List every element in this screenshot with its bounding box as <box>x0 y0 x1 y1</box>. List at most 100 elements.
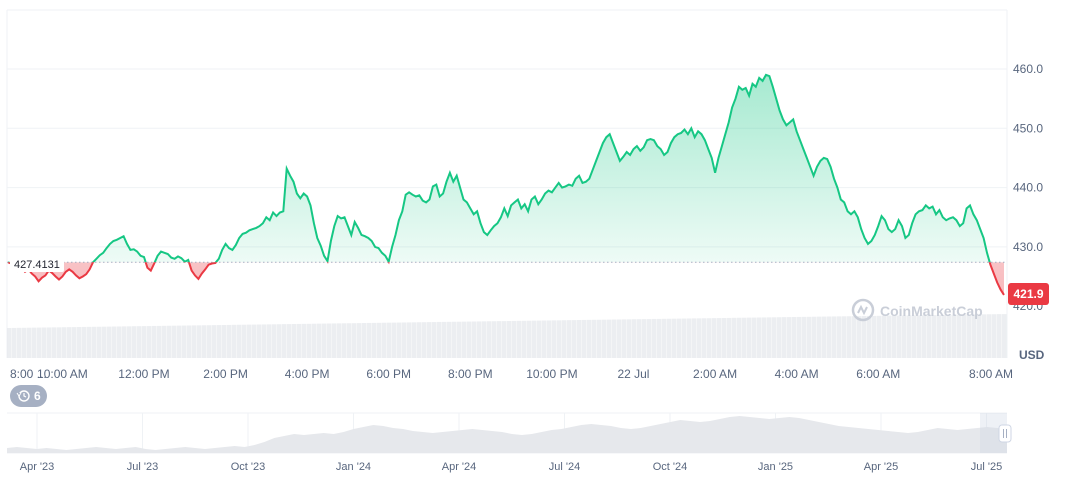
volume-bar <box>392 322 397 358</box>
volume-bar <box>727 317 732 358</box>
volume-bar <box>917 315 922 358</box>
volume-bar <box>547 320 552 358</box>
volume-bar <box>42 327 47 358</box>
volume-bar <box>582 319 587 358</box>
volume-bar <box>182 325 187 358</box>
x-tick-label: 8:00 AM <box>969 367 1013 381</box>
volume-bar <box>657 318 662 358</box>
volume-bar <box>897 315 902 358</box>
volume-bar <box>387 322 392 358</box>
volume-bar <box>687 318 692 358</box>
volume-bar <box>157 325 162 358</box>
volume-bar <box>707 318 712 358</box>
navigator-tick-label: Oct '24 <box>653 461 688 473</box>
volume-bar <box>962 314 967 358</box>
x-tick-label: 4:00 AM <box>775 367 819 381</box>
x-tick-label: 22 Jul <box>617 367 649 381</box>
volume-bar <box>577 320 582 358</box>
volume-bar <box>927 315 932 358</box>
volume-bar <box>102 326 107 358</box>
volume-bar <box>267 324 272 358</box>
volume-bar <box>457 321 462 358</box>
volume-bar <box>332 323 337 358</box>
navigator[interactable]: Apr '23 Jul '23 Oct '23 Jan '24 Apr '24 Jul '… <box>7 412 1012 473</box>
volume-bar <box>697 318 702 358</box>
volume-bar <box>237 324 242 358</box>
volume-bar <box>242 324 247 358</box>
volume-bar <box>202 325 207 358</box>
volume-bar <box>167 325 172 358</box>
volume-bar <box>832 316 837 358</box>
volume-bar <box>37 327 42 358</box>
volume-bar <box>382 322 387 358</box>
volume-bar <box>207 325 212 358</box>
volume-bar <box>552 320 557 358</box>
x-tick-label: 8:00 ... <box>10 367 47 381</box>
volume-bar <box>272 324 277 358</box>
history-badge[interactable]: 6 <box>10 385 47 407</box>
volume-bar <box>562 320 567 358</box>
volume-bar <box>77 327 82 358</box>
volume-bar <box>27 327 32 358</box>
volume-bar <box>807 316 812 358</box>
volume-bar <box>537 320 542 358</box>
volume-bar <box>607 319 612 358</box>
volume-bar <box>797 316 802 358</box>
area-above-baseline <box>8 74 1004 263</box>
volume-bar <box>602 319 607 358</box>
volume-bar <box>722 317 727 358</box>
navigator-handle[interactable] <box>998 424 1012 443</box>
volume-bar <box>802 316 807 358</box>
volume-bar <box>147 326 152 358</box>
volume-bar <box>497 321 502 358</box>
volume-bar <box>817 316 822 358</box>
volume-bar <box>217 325 222 358</box>
volume-bar <box>947 314 952 358</box>
volume-bar <box>492 321 497 358</box>
volume-bar <box>872 315 877 358</box>
volume-bar <box>312 323 317 358</box>
volume-bar <box>82 326 87 358</box>
volume-bar <box>717 318 722 358</box>
history-count: 6 <box>34 389 41 403</box>
volume-bar <box>517 320 522 358</box>
volume-bar <box>762 317 767 358</box>
volume-bar <box>557 320 562 358</box>
volume-bar <box>887 315 892 358</box>
volume-bar <box>352 323 357 358</box>
volume-bar <box>127 326 132 358</box>
volume-bar <box>752 317 757 358</box>
x-tick-label: 2:00 PM <box>203 367 248 381</box>
volume-bar <box>902 315 907 358</box>
volume-bar <box>47 327 52 358</box>
volume-bar <box>137 326 142 358</box>
volume-bar <box>197 325 202 358</box>
last-value-text: 421.9 <box>1013 287 1043 301</box>
volume-bar <box>877 315 882 358</box>
volume-bar <box>172 325 177 358</box>
volume-bar <box>282 324 287 358</box>
volume-bar <box>792 317 797 358</box>
volume-bar <box>87 326 92 358</box>
volume-bar <box>652 318 657 358</box>
volume-bar <box>692 318 697 358</box>
volume-bar <box>662 318 667 358</box>
volume-bar <box>942 314 947 358</box>
volume-bar <box>292 324 297 358</box>
volume-bar <box>377 322 382 358</box>
volume-bar <box>247 324 252 358</box>
volume-bar <box>462 321 467 358</box>
volume-bar <box>912 315 917 358</box>
navigator-tick-label: Jan '25 <box>758 461 793 473</box>
volume-bar <box>367 322 372 358</box>
volume-bar <box>842 316 847 358</box>
baseline-value-text: 427.4131 <box>14 259 60 271</box>
navigator-tick-label: Apr '23 <box>20 461 55 473</box>
volume-bar <box>327 323 332 358</box>
volume-bar <box>62 327 67 358</box>
volume-bar <box>472 321 477 358</box>
volume-bar <box>342 323 347 358</box>
x-tick-label: 6:00 PM <box>366 367 411 381</box>
